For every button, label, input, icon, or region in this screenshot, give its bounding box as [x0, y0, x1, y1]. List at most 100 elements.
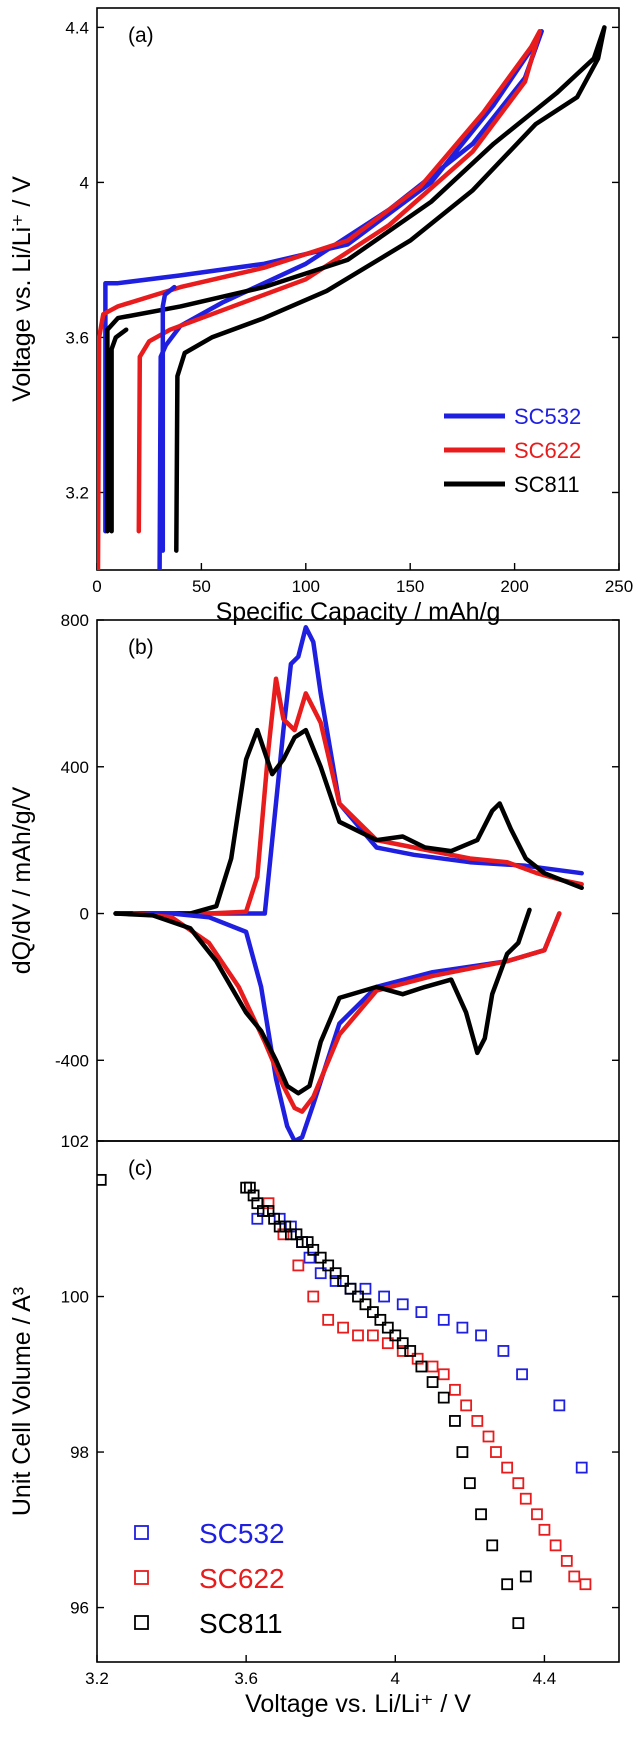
series-line-sc622 — [113, 676, 584, 916]
data-layer — [97, 25, 607, 570]
x-tick-label: 200 — [500, 577, 528, 596]
data-point-sc532 — [359, 1282, 372, 1295]
y-tick-label: 800 — [61, 611, 89, 630]
legend-label: SC532 — [199, 1518, 285, 1549]
data-point-sc811 — [314, 1251, 327, 1264]
panel-a: 3.2 3.6 4 4.4 0 50 100 150 200 250 Specific Capaci… — [8, 7, 633, 626]
y-tick-label: 0 — [80, 905, 89, 924]
data-point-sc532 — [497, 1345, 510, 1357]
legend-label: SC532 — [514, 404, 581, 429]
data-point-sc811 — [486, 1539, 499, 1552]
data-point-sc622 — [579, 1578, 592, 1591]
x-tick-label: 3.2 — [85, 1669, 109, 1688]
legend-label: SC622 — [199, 1563, 285, 1594]
data-point-sc622 — [437, 1368, 450, 1381]
x-tick-label: 100 — [292, 577, 320, 596]
data-point-sc532 — [314, 1267, 327, 1280]
data-point-sc622 — [501, 1461, 514, 1474]
data-point-sc622 — [560, 1555, 573, 1567]
data-point-sc811 — [501, 1578, 514, 1591]
y-tick-label: 96 — [70, 1599, 89, 1618]
x-tick-label: 150 — [396, 577, 424, 596]
legend-label: SC622 — [514, 438, 581, 463]
data-point-sc811 — [307, 1243, 320, 1256]
data-point-sc622 — [337, 1321, 349, 1334]
y-tick-label: -400 — [55, 1051, 89, 1070]
plot-frame — [96, 1140, 620, 1663]
data-point-sc622 — [367, 1329, 379, 1342]
data-point-sc811 — [352, 1290, 364, 1303]
legend-label: SC811 — [514, 472, 580, 497]
x-tick-label: 250 — [605, 577, 633, 596]
data-layer — [113, 625, 584, 1141]
data-layer — [97, 1173, 592, 1630]
panel-label: (c) — [128, 1157, 153, 1180]
data-point-sc532 — [475, 1329, 487, 1342]
legend-marker — [134, 1525, 149, 1540]
data-point-sc622 — [277, 1228, 290, 1241]
data-point-sc811 — [389, 1329, 402, 1342]
data-point-sc811 — [374, 1313, 387, 1326]
data-point-sc811 — [97, 1173, 107, 1186]
y-axis-label: Voltage vs. Li/Li⁺ / V — [8, 176, 36, 402]
data-point-sc811 — [463, 1477, 476, 1490]
data-point-sc622 — [411, 1352, 424, 1365]
y-tick-label: 3.2 — [65, 483, 89, 502]
data-point-sc811 — [404, 1345, 417, 1357]
data-point-sc532 — [396, 1298, 409, 1311]
x-tick-label: 0 — [92, 577, 101, 596]
data-point-sc622 — [512, 1477, 525, 1490]
y-tick-label: 4 — [80, 173, 89, 192]
data-point-sc811 — [456, 1446, 469, 1458]
data-point-sc532 — [378, 1290, 391, 1303]
data-point-sc811 — [367, 1306, 379, 1318]
y-tick-label: 98 — [70, 1443, 89, 1462]
y-tick-label: 102 — [61, 1132, 89, 1151]
data-point-sc622 — [426, 1360, 439, 1373]
y-axis-label: dQ/dV / mAh/g/V — [8, 786, 36, 974]
y-axis-label: Unit Cell Volume / A³ — [8, 1287, 36, 1516]
x-axis-label: Specific Capacity / mAh/g — [216, 598, 501, 626]
data-point-sc532 — [456, 1321, 469, 1334]
data-point-sc532 — [329, 1275, 342, 1287]
data-point-sc811 — [247, 1189, 260, 1202]
x-tick-label: 50 — [192, 577, 211, 596]
data-point-sc532 — [415, 1306, 428, 1318]
data-point-sc811 — [426, 1376, 439, 1388]
series-line-sc622 — [132, 911, 562, 1114]
data-point-sc622 — [396, 1345, 409, 1357]
x-tick-label: 4.4 — [533, 1669, 557, 1688]
data-point-sc811 — [381, 1321, 394, 1334]
y-tick-label: 400 — [61, 758, 89, 777]
series-line-sc811 — [105, 25, 607, 553]
data-point-sc811 — [359, 1298, 372, 1311]
data-point-sc811 — [519, 1570, 532, 1583]
data-point-sc622 — [460, 1399, 473, 1412]
panel-b: -400 0 400 800 dQ/dV / mAh/g/V (b) — [8, 611, 620, 1142]
plot-frame — [96, 619, 620, 1142]
x-tick-label: 4 — [391, 1669, 400, 1688]
data-point-sc811 — [396, 1337, 409, 1350]
data-point-sc622 — [307, 1290, 320, 1303]
data-point-sc811 — [475, 1508, 487, 1521]
data-point-sc622 — [482, 1430, 495, 1443]
data-point-sc532 — [516, 1368, 528, 1381]
data-point-sc811 — [329, 1267, 342, 1280]
series-line-sc811 — [113, 727, 584, 916]
data-point-sc622 — [292, 1259, 305, 1272]
y-tick-label: 3.6 — [65, 328, 89, 347]
data-point-sc532 — [437, 1313, 450, 1326]
data-point-sc622 — [519, 1492, 532, 1505]
data-point-sc532 — [553, 1399, 566, 1412]
data-point-sc622 — [549, 1539, 562, 1552]
legend-label: SC811 — [199, 1608, 283, 1639]
plot-frame — [96, 7, 620, 571]
data-point-sc811 — [437, 1391, 450, 1404]
data-point-sc811 — [243, 1181, 256, 1194]
legend-marker — [134, 1570, 149, 1585]
data-point-sc622 — [352, 1329, 364, 1342]
x-tick-label: 3.6 — [234, 1669, 258, 1688]
y-tick-label: 100 — [61, 1288, 89, 1307]
data-point-sc532 — [575, 1461, 588, 1474]
